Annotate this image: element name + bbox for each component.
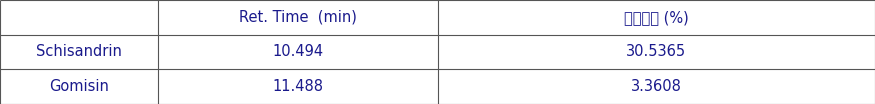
Text: 10.494: 10.494 [272, 45, 323, 59]
Text: 상대함량 (%): 상대함량 (%) [624, 10, 689, 25]
Text: 30.5365: 30.5365 [626, 45, 686, 59]
Text: Schisandrin: Schisandrin [36, 45, 122, 59]
Text: Ret. Time  (min): Ret. Time (min) [239, 10, 356, 25]
Text: Gomisin: Gomisin [49, 79, 108, 94]
Text: 11.488: 11.488 [272, 79, 323, 94]
Text: 3.3608: 3.3608 [631, 79, 682, 94]
